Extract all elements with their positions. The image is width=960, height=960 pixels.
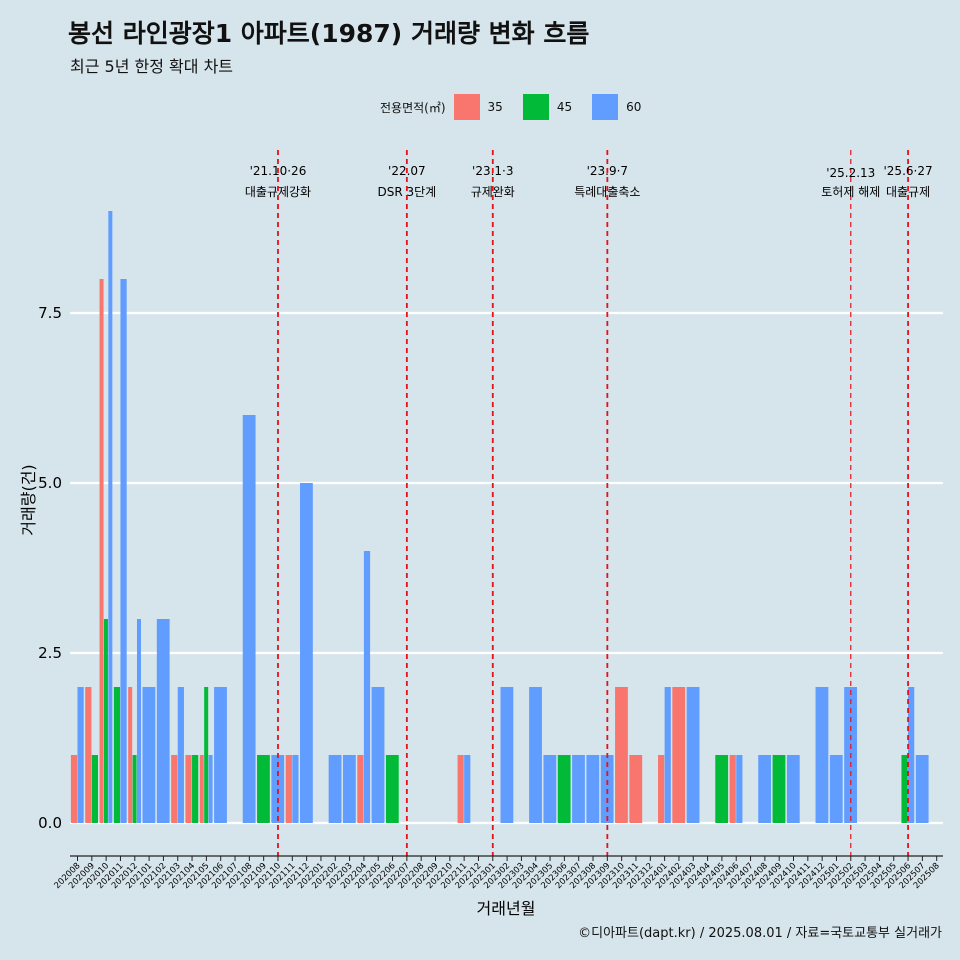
bar-35-202406 <box>729 755 736 823</box>
bar-45-202306 <box>557 755 571 823</box>
legend-key-35 <box>453 94 480 120</box>
event-date: '22.07 <box>388 164 426 178</box>
event-label: DSR 3단계 <box>377 185 436 199</box>
bar-60-202205 <box>371 687 385 823</box>
bar-60-202108 <box>242 415 256 823</box>
legend: 전용면적(㎡) 35 45 60 <box>380 92 661 122</box>
bars <box>70 211 929 823</box>
bar-35-202211 <box>457 755 464 823</box>
bar-60-202507 <box>915 755 929 823</box>
event-label: 특례대출축소 <box>574 185 640 199</box>
legend-label-35: 35 <box>487 100 503 114</box>
bar-45-202405 <box>715 755 729 823</box>
y-tick-label: 7.5 <box>38 304 62 322</box>
y-tick-label: 0.0 <box>38 814 62 832</box>
bar-60-202102 <box>156 619 170 823</box>
event-label: 규제완화 <box>471 185 515 199</box>
chart-title: 봉선 라인광장1 아파트(1987) 거래량 변화 흐름 <box>68 19 590 48</box>
bar-60-202412 <box>815 687 829 823</box>
bar-35-202009 <box>85 687 92 823</box>
bar-60-202202 <box>328 755 342 823</box>
event-date: '23.1·3 <box>472 164 513 178</box>
bar-35-202311 <box>629 755 643 823</box>
legend-key-45 <box>522 94 549 120</box>
bar-60-202101 <box>142 687 156 823</box>
bar-60-202401 <box>664 687 671 823</box>
bar-60-202506 <box>908 687 915 823</box>
bar-45-202109 <box>257 755 270 823</box>
bar-35-202103 <box>171 755 178 823</box>
bar-35-202401 <box>658 755 665 823</box>
event-label: 대출규제 <box>886 185 930 199</box>
event-markers: '21.10·26 대출규제강화 '22.07 DSR 3단계 '23.1·3 규제완화 '… <box>245 150 933 856</box>
bar-60-202211 <box>464 755 471 823</box>
bar-60-202304 <box>529 687 542 823</box>
y-tick-label: 5.0 <box>38 474 62 492</box>
bar-35-202008 <box>70 755 78 823</box>
bar-35-202310 <box>615 687 628 823</box>
bar-60-202011 <box>120 279 127 823</box>
bar-60-202305 <box>543 755 557 823</box>
event-date: '23.9·7 <box>587 164 628 178</box>
bar-60-202501 <box>829 755 843 823</box>
bar-45-202010 <box>103 619 108 823</box>
bar-45-202206 <box>385 755 399 823</box>
chart-subtitle: 최근 5년 한정 확대 차트 <box>70 57 234 76</box>
event-label: 대출규제강화 <box>245 185 311 199</box>
y-tick-label: 2.5 <box>38 644 62 662</box>
bar-45-202009 <box>91 755 99 823</box>
bar-45-202105 <box>204 687 209 823</box>
bar-60-202112 <box>300 483 313 823</box>
legend-key-60 <box>592 94 619 120</box>
bar-60-202302 <box>500 687 514 823</box>
event-date: '25.6·27 <box>884 164 933 178</box>
caption: ©디아파트(dapt.kr) / 2025.08.01 / 자료=국토교통부 실… <box>578 926 942 941</box>
bar-60-202106 <box>214 687 227 823</box>
bar-45-202012 <box>132 755 137 823</box>
bar-60-202410 <box>786 755 800 823</box>
bar-60-202204 <box>363 551 371 823</box>
bar-35-202104 <box>185 755 192 823</box>
bar-35-202105 <box>199 755 204 823</box>
bar-60-202203 <box>342 755 356 823</box>
bar-60-202308 <box>586 755 600 823</box>
bar-60-202010 <box>108 211 113 823</box>
bar-45-202409 <box>772 755 786 823</box>
bar-60-202012 <box>136 619 141 823</box>
bar-60-202403 <box>686 687 700 823</box>
y-axis-label: 거래량(건) <box>19 464 38 535</box>
bar-60-202408 <box>758 755 772 823</box>
bar-35-202111 <box>285 755 292 823</box>
event-date: '21.10·26 <box>250 164 307 178</box>
bar-60-202105 <box>208 755 213 823</box>
bar-60-202307 <box>572 755 585 823</box>
x-axis-label: 거래년월 <box>477 899 536 918</box>
legend-label-60: 60 <box>626 100 642 114</box>
bar-35-202012 <box>128 687 133 823</box>
bar-45-202506 <box>901 755 908 823</box>
bar-45-202011 <box>113 687 121 823</box>
bar-60-202111 <box>292 755 299 823</box>
bar-35-202204 <box>357 755 364 823</box>
bar-45-202104 <box>192 755 199 823</box>
bar-60-202406 <box>736 755 743 823</box>
bar-60-202008 <box>77 687 84 823</box>
legend-title: 전용면적(㎡) <box>380 100 446 115</box>
bar-35-202010 <box>99 279 104 823</box>
bar-60-202103 <box>177 687 184 823</box>
legend-label-45: 45 <box>556 100 573 114</box>
event-label: 토허제 해제 <box>821 185 880 199</box>
event-date: '25.2.13 <box>826 166 875 180</box>
bar-35-202402 <box>672 687 686 823</box>
